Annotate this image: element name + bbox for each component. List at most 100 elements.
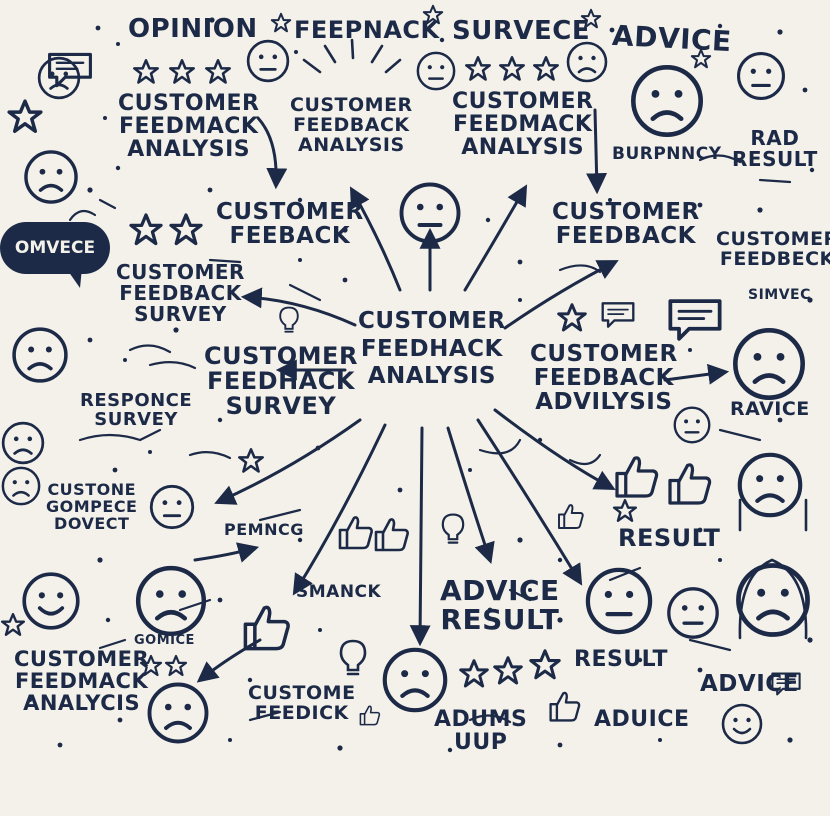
star-icon <box>238 448 264 473</box>
arrow-icon <box>240 287 357 327</box>
sad-face-icon <box>138 568 204 634</box>
lightbulb-icon <box>339 639 367 676</box>
word-responce: RESPONCE SURVEY <box>80 390 193 430</box>
star-icon <box>493 656 523 685</box>
word-result-bottom: RESULT <box>574 647 669 672</box>
word-opinion: OPINION <box>128 14 258 44</box>
thumbs-up-icon <box>668 463 712 505</box>
analysis-bottom-left: CUSTOMER FEEDMACK ANALYCIS <box>14 647 150 716</box>
analysis-block-1: CUSTOMER FEEDMACK ANALYSIS <box>118 91 260 163</box>
word-ravice: RAVICE <box>730 398 810 420</box>
feedback-mid-right: CUSTOMER FEEDBACK <box>552 199 700 250</box>
happy-face-icon <box>721 703 763 745</box>
sad-face-icon <box>740 455 800 515</box>
arrow-icon <box>214 418 362 505</box>
analysis-block-3: CUSTOMER FEEDMACK ANALYSIS <box>452 89 594 161</box>
arrow-icon <box>503 260 619 330</box>
word-smanck: SMANCK <box>296 582 382 602</box>
arrow-icon <box>663 363 730 385</box>
neutral-face-icon <box>246 39 290 83</box>
sad-face-icon <box>735 330 802 397</box>
arrow-icon <box>409 426 431 647</box>
sad-face-icon <box>1 421 45 465</box>
neutral-face-icon <box>667 587 719 639</box>
thumbs-up-icon <box>359 705 381 726</box>
word-burpnncy: BURPNNCY <box>612 144 722 164</box>
star-icon <box>129 213 163 246</box>
star-icon <box>164 654 188 677</box>
feedback-mid-left: CUSTOMER FEEBACK <box>216 199 364 250</box>
star-icon <box>459 659 489 688</box>
star-icon <box>169 213 203 246</box>
star-icon <box>557 303 587 332</box>
word-rad-result: RAD RESULT <box>732 126 818 171</box>
survey-center-left: CUSTOMER FEEDHACK SURVEY <box>204 342 358 421</box>
word-advice-bottom: ADUICE <box>594 707 690 732</box>
star-icon <box>133 59 159 84</box>
thumbs-up-icon <box>243 605 291 651</box>
word-custome-feedick: CUSTOME FEEDICK <box>248 682 356 724</box>
thumbs-up-icon <box>615 456 659 498</box>
speech-bubble-callout: OMVECE <box>0 222 110 288</box>
thumbs-up-icon <box>557 503 584 530</box>
arrow-icon <box>292 423 387 596</box>
arrow-icon <box>193 542 260 563</box>
sad-face-icon <box>24 150 78 204</box>
word-custone: CUSTONE GOMPECE DOVECT <box>46 480 138 533</box>
star-icon <box>169 59 195 84</box>
star-icon <box>205 59 231 84</box>
word-advice-top: ADVICE <box>611 18 733 59</box>
arrow-icon <box>196 638 262 683</box>
star-icon <box>533 56 559 81</box>
arrow-icon <box>493 408 616 490</box>
neutral-face-icon <box>588 570 650 632</box>
arrow-icon <box>463 184 528 292</box>
bubble-label: OMVECE <box>14 238 96 258</box>
survey-left: CUSTOMER FEEDBACK SURVEY <box>116 260 245 326</box>
advilysis-right: CUSTOMER FEEDBACK ADVILYSIS <box>530 341 678 416</box>
star-icon <box>7 99 43 133</box>
word-simvec: SIMVEC <box>748 287 811 303</box>
sad-face-icon <box>12 327 68 383</box>
sad-face-icon <box>633 67 700 134</box>
sunburst-rays <box>302 38 402 74</box>
speech-bubble-icon <box>668 299 722 341</box>
arrow-icon <box>446 426 495 564</box>
thumbs-up-icon <box>338 515 374 550</box>
star-icon <box>270 12 292 33</box>
star-icon <box>529 649 561 680</box>
word-result-right: RESULT <box>618 524 721 552</box>
star-icon <box>612 498 638 522</box>
neutral-face-icon <box>416 51 456 91</box>
star-icon <box>0 612 26 636</box>
scribbles <box>68 154 792 724</box>
arrow-icon <box>476 418 583 586</box>
word-adums-uup: ADUMS UUP <box>434 707 528 756</box>
word-advice-result: ADVICE RESULT <box>440 574 560 637</box>
thumbs-up-icon <box>549 691 581 722</box>
star-icon <box>465 56 491 81</box>
arrow-icon <box>256 116 288 190</box>
analysis-block-2: CUSTOMER FEEDBACK ANALYSIS <box>290 94 413 156</box>
neutral-face-icon <box>673 406 711 444</box>
thumbs-up-icon <box>374 517 410 552</box>
sad-face-icon <box>147 682 209 744</box>
feedbeck-right: CUSTOMER FEEDBECK <box>716 228 830 270</box>
arrows-group <box>193 108 730 683</box>
sad-face-icon <box>385 650 445 710</box>
center-title: CUSTOMER FEEDHACK ANALYSIS <box>358 308 506 390</box>
arrow-icon <box>586 108 608 195</box>
confetti-dots <box>28 17 815 753</box>
word-feepnack: FEEPNACK <box>294 16 440 44</box>
word-gomice: GOMICE <box>134 633 195 648</box>
word-survece: SURVECE <box>452 16 591 46</box>
lightbulb-icon <box>441 513 465 544</box>
speech-bubble-icon <box>601 302 635 328</box>
lightbulb-icon <box>279 306 299 333</box>
sad-face-icon <box>738 565 807 634</box>
star-icon <box>499 56 525 81</box>
sad-face-icon <box>566 41 608 83</box>
happy-face-icon <box>22 572 80 630</box>
word-advice-right: ADVICE <box>700 671 799 697</box>
